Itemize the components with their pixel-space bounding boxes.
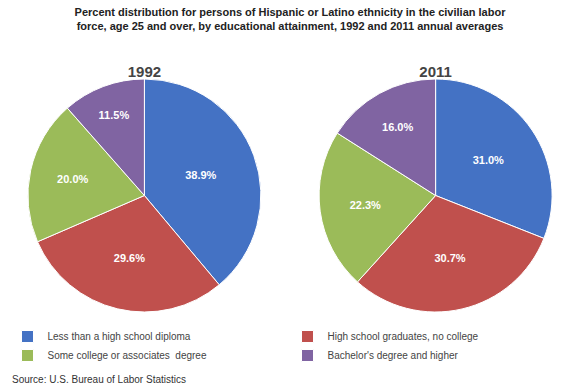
svg-text:High school graduates, no coll: High school graduates, no college [328, 331, 479, 342]
svg-text:11.5%: 11.5% [99, 109, 130, 121]
svg-text:29.6%: 29.6% [114, 252, 145, 264]
svg-text:Less than a high school diplom: Less than a high school diploma [48, 331, 191, 342]
svg-text:22.3%: 22.3% [350, 199, 381, 211]
svg-text:2011: 2011 [419, 63, 452, 80]
svg-text:16.0%: 16.0% [382, 121, 413, 133]
svg-text:38.9%: 38.9% [185, 169, 216, 181]
svg-text:Percent distribution for perso: Percent distribution for persons of Hisp… [75, 6, 507, 32]
svg-text:Source: U.S. Bureau of Labor S: Source: U.S. Bureau of Labor Statistics [12, 374, 186, 385]
svg-text:1992: 1992 [128, 63, 161, 80]
svg-text:Some college or associates de: Some college or associates degree [48, 350, 207, 361]
svg-text:Bachelor's degree and higher: Bachelor's degree and higher [328, 350, 459, 361]
svg-text:20.0%: 20.0% [57, 173, 88, 185]
svg-text:31.0%: 31.0% [473, 154, 504, 166]
svg-text:30.7%: 30.7% [434, 252, 465, 264]
